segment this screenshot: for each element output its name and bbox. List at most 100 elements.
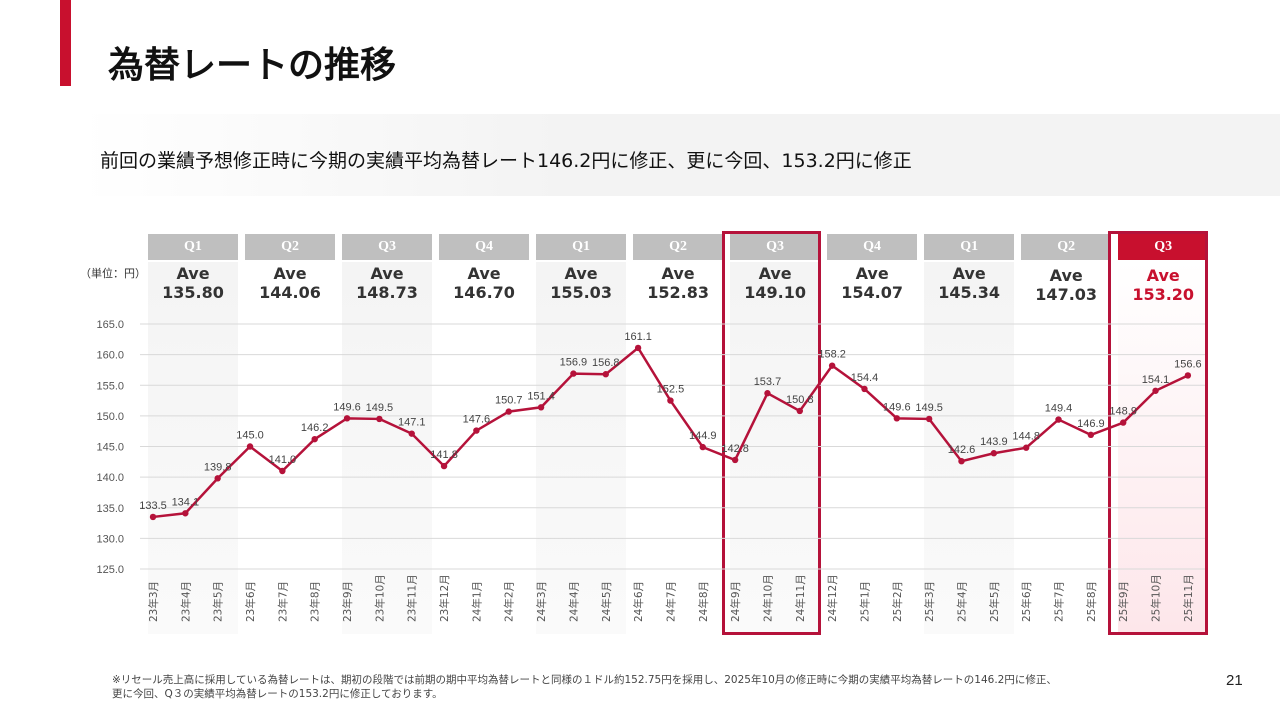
ave-value: 152.83 [647, 283, 709, 302]
data-label: 143.9 [980, 436, 1008, 448]
footnote-line: 更に今回、Q３の実績平均為替レートの153.2円に修正しております。 [112, 688, 443, 700]
y-tick-label: 140.0 [96, 472, 124, 484]
quarter-header: Q4 [439, 234, 530, 260]
x-tick-label: 23年3月 [147, 581, 160, 622]
data-label: 145.0 [236, 430, 264, 442]
data-label: 156.6 [1174, 358, 1202, 370]
x-tick-label: 24年6月 [632, 581, 645, 622]
ave-label: Ave [564, 264, 598, 283]
data-label: 156.8 [592, 357, 620, 369]
x-tick-label: 25年3月 [923, 581, 936, 622]
data-label: 150.8 [786, 394, 814, 406]
y-tick-label: 145.0 [96, 442, 124, 454]
x-tick-label: 25年11月 [1182, 574, 1195, 622]
x-tick-label: 24年8月 [697, 581, 710, 622]
data-label: 146.2 [301, 422, 329, 434]
x-tick-label: 25年6月 [1020, 581, 1033, 622]
quarter-average: Ave 145.34 [924, 264, 1014, 302]
data-point [1184, 372, 1192, 379]
data-point [990, 450, 998, 457]
ave-value: 146.70 [453, 283, 515, 302]
data-point [473, 427, 480, 434]
data-label: 147.6 [463, 414, 491, 426]
data-point [408, 430, 415, 437]
data-label: 154.1 [1142, 374, 1170, 386]
y-tick-label: 160.0 [96, 350, 124, 362]
data-point [279, 467, 286, 475]
data-point [505, 408, 512, 415]
subtitle-banner [80, 114, 1280, 196]
data-point [214, 475, 221, 482]
x-tick-label: 25年5月 [988, 581, 1001, 622]
data-point [343, 415, 351, 422]
data-point [1022, 444, 1030, 451]
ave-label: Ave [855, 264, 889, 283]
x-tick-label: 24年5月 [600, 581, 613, 622]
data-point [861, 385, 868, 393]
data-point [570, 370, 577, 377]
data-label: 142.8 [721, 443, 749, 455]
ave-label: Ave [1146, 266, 1180, 285]
ave-label: Ave [1049, 266, 1083, 285]
data-label: 148.9 [1109, 406, 1137, 418]
quarter-header: Q3 [342, 234, 433, 260]
data-label: 149.6 [333, 401, 361, 413]
ave-label: Ave [467, 264, 501, 283]
quarter-header: Q1 [148, 234, 238, 260]
x-tick-label: 23年12月 [438, 574, 451, 622]
quarter-header: Q4 [827, 234, 918, 260]
page-title: 為替レートの推移 [108, 45, 397, 86]
data-point [1087, 431, 1095, 439]
data-label: 150.7 [495, 395, 523, 407]
data-point [828, 362, 836, 369]
ave-value: 153.20 [1132, 285, 1195, 304]
x-tick-label: 24年10月 [761, 574, 774, 622]
data-point [537, 404, 545, 411]
quarter-average: Ave 149.10 [730, 264, 820, 302]
data-point [376, 415, 383, 423]
data-label: 149.5 [915, 402, 943, 414]
x-tick-label: 23年4月 [179, 581, 192, 622]
x-tick-label: 25年1月 [858, 581, 871, 622]
data-point [602, 371, 609, 378]
data-label: 141.8 [430, 449, 458, 461]
y-tick-label: 155.0 [96, 380, 124, 392]
data-point [182, 510, 189, 517]
x-tick-label: 24年1月 [470, 581, 483, 622]
data-label: 141.0 [269, 454, 297, 466]
ave-label: Ave [661, 264, 695, 283]
footnote-line: ※リセール売上高に採用している為替レートは、期初の段階では前期の期中平均為替レー… [112, 674, 1057, 686]
data-point [440, 462, 448, 470]
y-tick-label: 165.0 [96, 319, 124, 331]
x-tick-label: 24年12月 [826, 574, 839, 622]
x-tick-label: 24年7月 [664, 581, 677, 622]
data-point [699, 443, 706, 451]
data-point [149, 513, 157, 521]
data-label: 144.9 [689, 430, 717, 442]
y-tick-label: 150.0 [96, 411, 124, 423]
data-label: 154.4 [851, 372, 879, 384]
x-tick-label: 24年4月 [567, 581, 580, 622]
title-accent-bar [60, 0, 71, 86]
data-point [958, 458, 965, 465]
ave-value: 149.10 [744, 283, 806, 302]
x-tick-label: 24年11月 [794, 574, 807, 622]
quarter-average: Ave 155.03 [536, 264, 626, 302]
highlight-frame [722, 231, 821, 635]
data-label: 149.5 [366, 402, 394, 414]
x-tick-label: 23年7月 [276, 581, 289, 622]
data-label: 153.7 [754, 376, 782, 388]
data-point [796, 407, 803, 415]
x-tick-label: 24年2月 [503, 581, 516, 622]
data-point [1055, 416, 1062, 423]
data-label: 158.2 [818, 349, 846, 361]
data-label: 146.9 [1077, 418, 1105, 430]
quarter-header: Q1 [536, 234, 627, 260]
quarter-header: Q2 [1021, 234, 1112, 260]
data-label: 156.9 [560, 357, 588, 369]
ave-value: 145.34 [938, 283, 1001, 302]
quarter-average: Ave 144.06 [245, 264, 335, 302]
data-point [246, 443, 254, 450]
x-tick-label: 25年7月 [1053, 581, 1066, 622]
